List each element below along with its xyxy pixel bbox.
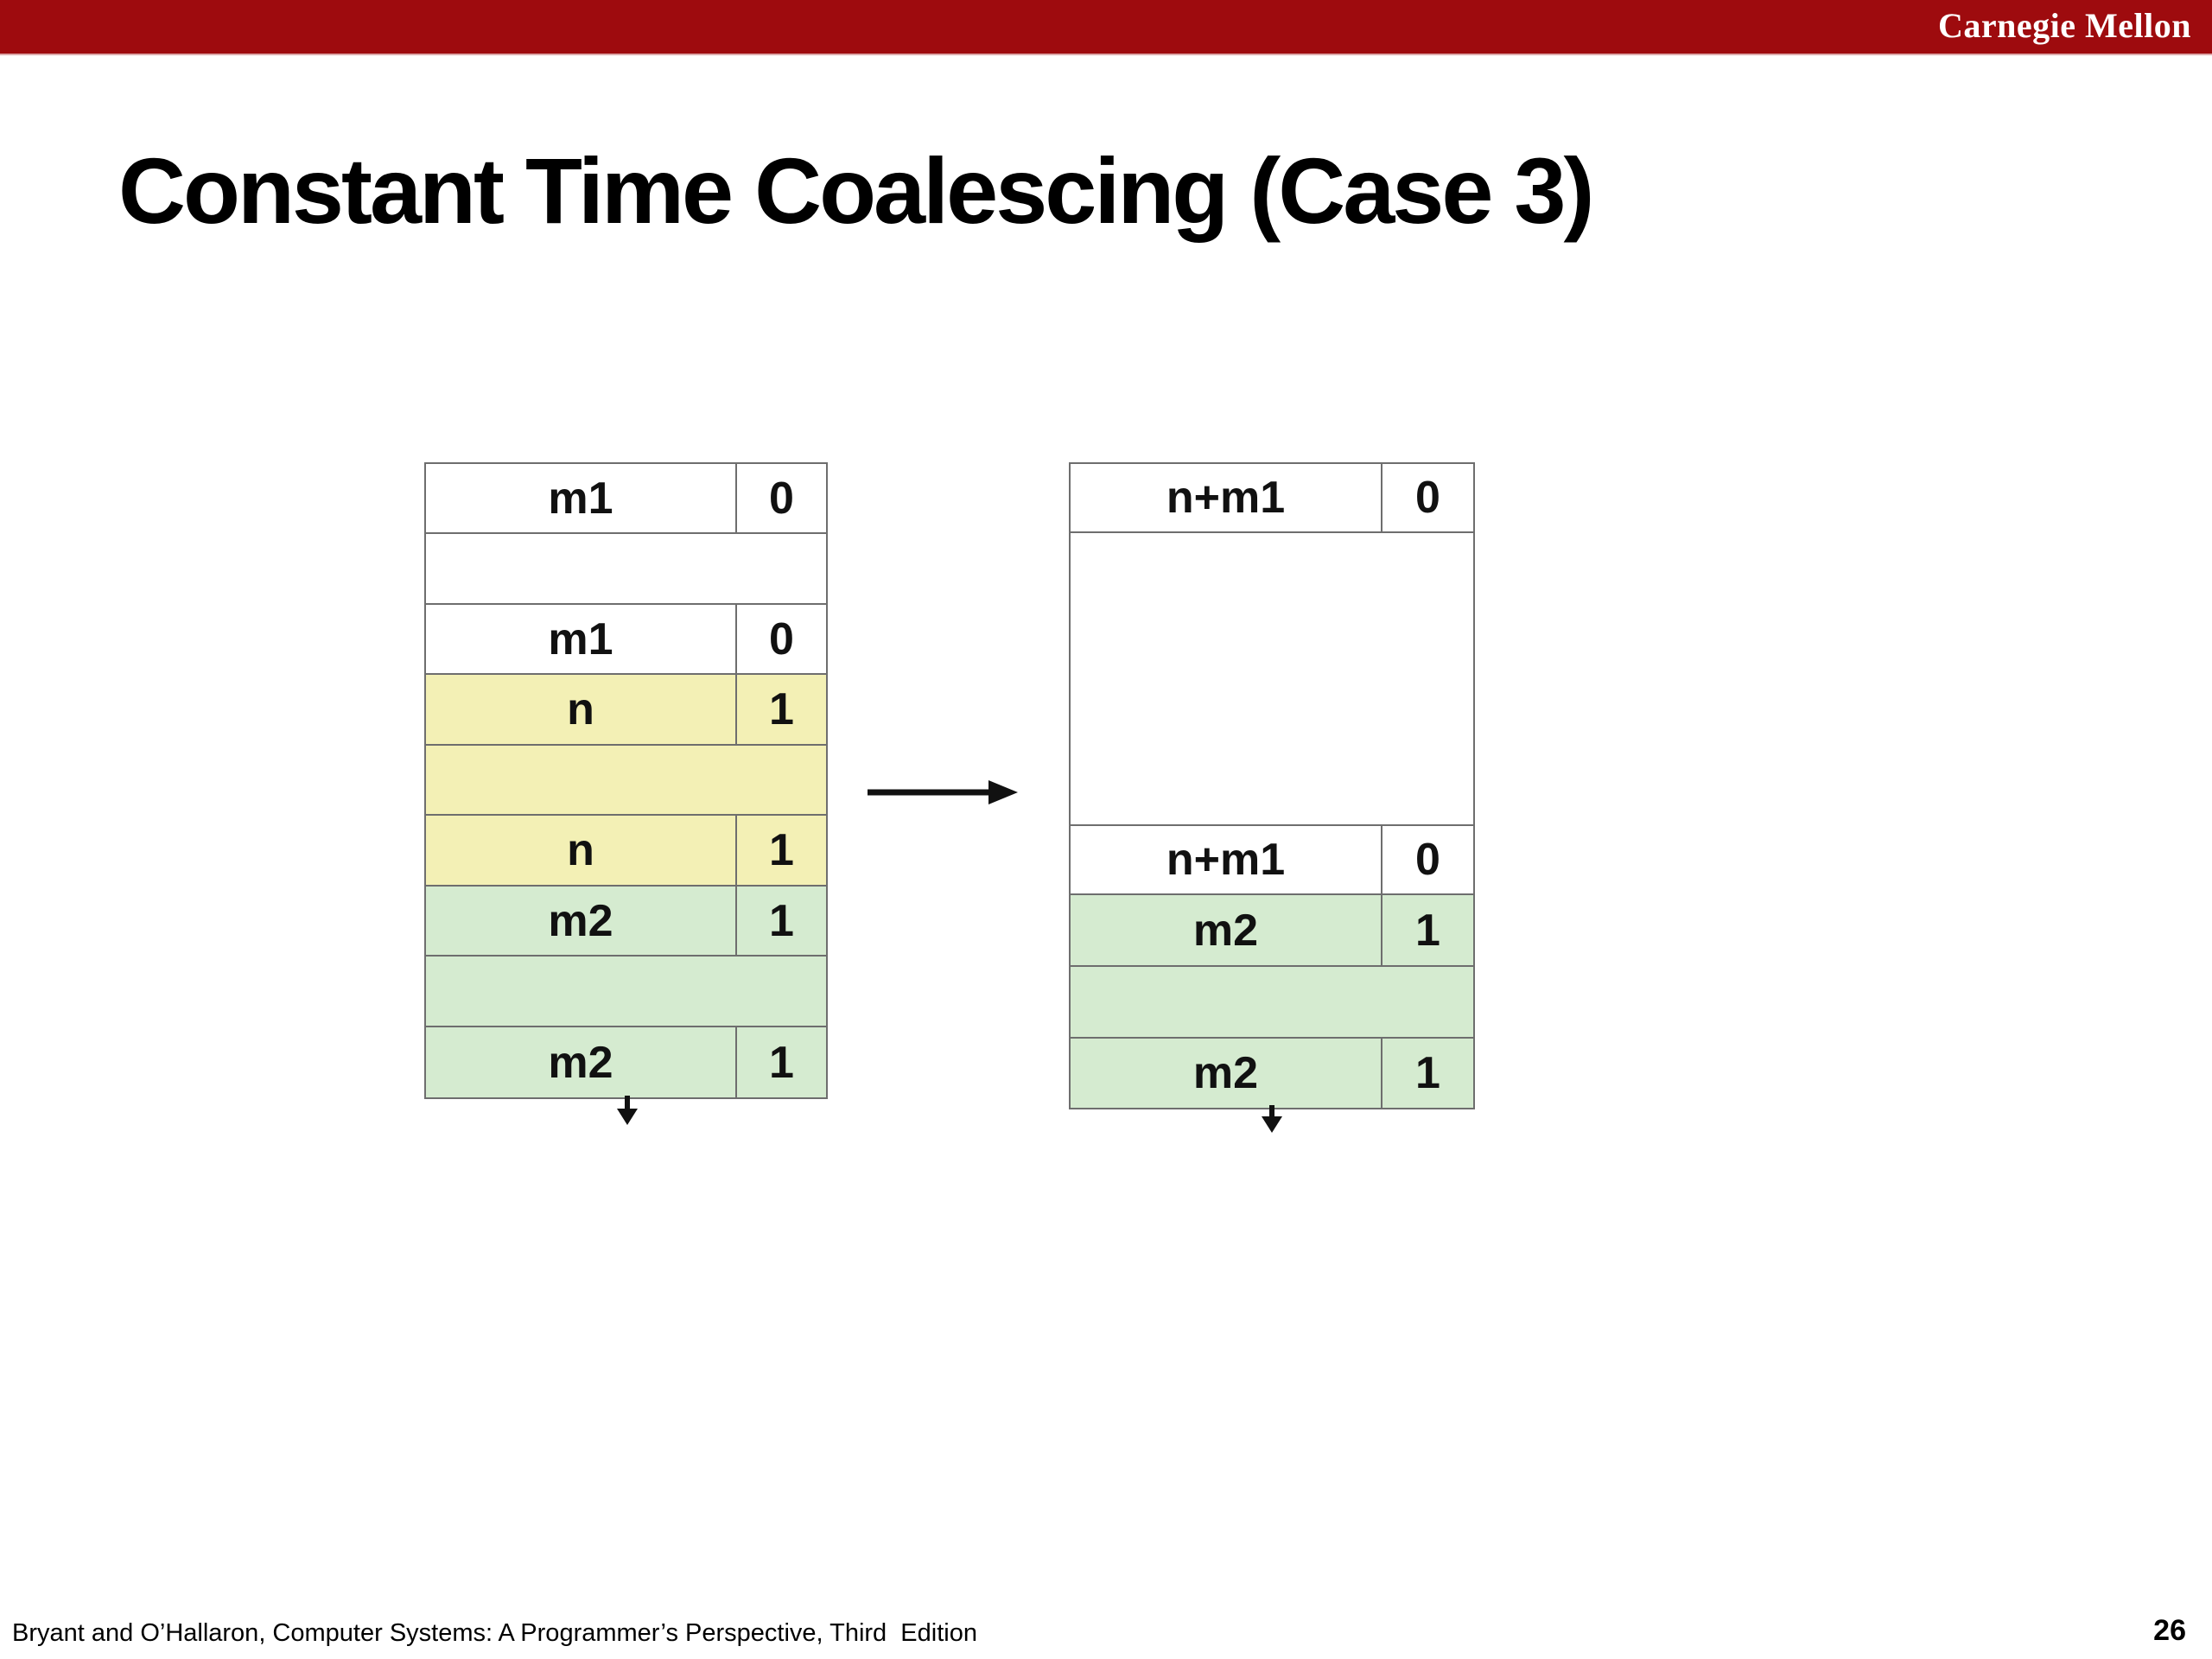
block-size-label: n	[426, 816, 737, 885]
block-size-label: m2	[1071, 895, 1382, 965]
block-allocated-bit: 1	[769, 895, 794, 946]
heap-block-row-empty	[426, 957, 826, 1027]
heap-block-row: m1 0	[426, 605, 826, 675]
heap-block-row: m1 0	[426, 464, 826, 534]
block-allocated-bit: 1	[769, 825, 794, 875]
block-allocated-bit: 0	[769, 473, 794, 524]
heap-block-row: m2 1	[426, 1027, 826, 1097]
brand-logo-text: Carnegie Mellon	[1938, 6, 2191, 45]
heap-pointer-down-arrow-left-icon	[617, 1096, 638, 1125]
header-bar: Carnegie Mellon	[0, 0, 2212, 54]
block-allocated-bit: 0	[769, 613, 794, 664]
heap-before-coalescing-table: m1 0 m1 0 n 1 n 1 m2 1 m2 1	[424, 462, 828, 1099]
heap-block-row: n+m1 0	[1071, 826, 1473, 895]
page-title: Constant Time Coalescing (Case 3)	[118, 138, 1594, 243]
heap-after-coalescing-table: n+m1 0 n+m1 0 m2 1 m2 1	[1069, 462, 1475, 1109]
block-size-label: n+m1	[1071, 826, 1382, 893]
block-size-label: m1	[426, 605, 737, 673]
heap-block-row: m2 1	[426, 887, 826, 957]
block-payload-area	[426, 534, 826, 603]
block-payload-area	[426, 746, 826, 814]
heap-block-row-empty	[426, 534, 826, 605]
block-size-label: m2	[1071, 1039, 1382, 1108]
page-number: 26	[2153, 1614, 2186, 1647]
heap-pointer-down-arrow-right-icon	[1262, 1105, 1282, 1133]
transform-right-arrow-icon	[868, 780, 1018, 804]
block-size-label: m2	[426, 1027, 737, 1097]
block-allocated-bit: 1	[769, 1037, 794, 1088]
block-allocated-bit: 1	[769, 684, 794, 734]
heap-block-row-empty	[426, 746, 826, 816]
block-payload-area	[1071, 967, 1473, 1037]
block-payload-area	[1071, 533, 1473, 824]
block-allocated-bit: 0	[1415, 473, 1440, 523]
block-size-label: m1	[426, 464, 737, 532]
heap-block-row-empty	[1071, 533, 1473, 826]
heap-block-row: m2 1	[1071, 895, 1473, 967]
heap-block-row: m2 1	[1071, 1039, 1473, 1108]
footer-citation: Bryant and O’Hallaron, Computer Systems:…	[12, 1619, 977, 1647]
block-payload-area	[426, 957, 826, 1026]
heap-block-row: n+m1 0	[1071, 464, 1473, 533]
block-size-label: m2	[426, 887, 737, 955]
heap-block-row-empty	[1071, 967, 1473, 1039]
block-size-label: n+m1	[1071, 464, 1382, 531]
block-allocated-bit: 0	[1415, 835, 1440, 885]
block-allocated-bit: 1	[1415, 1048, 1440, 1098]
block-size-label: n	[426, 675, 737, 744]
block-allocated-bit: 1	[1415, 905, 1440, 956]
